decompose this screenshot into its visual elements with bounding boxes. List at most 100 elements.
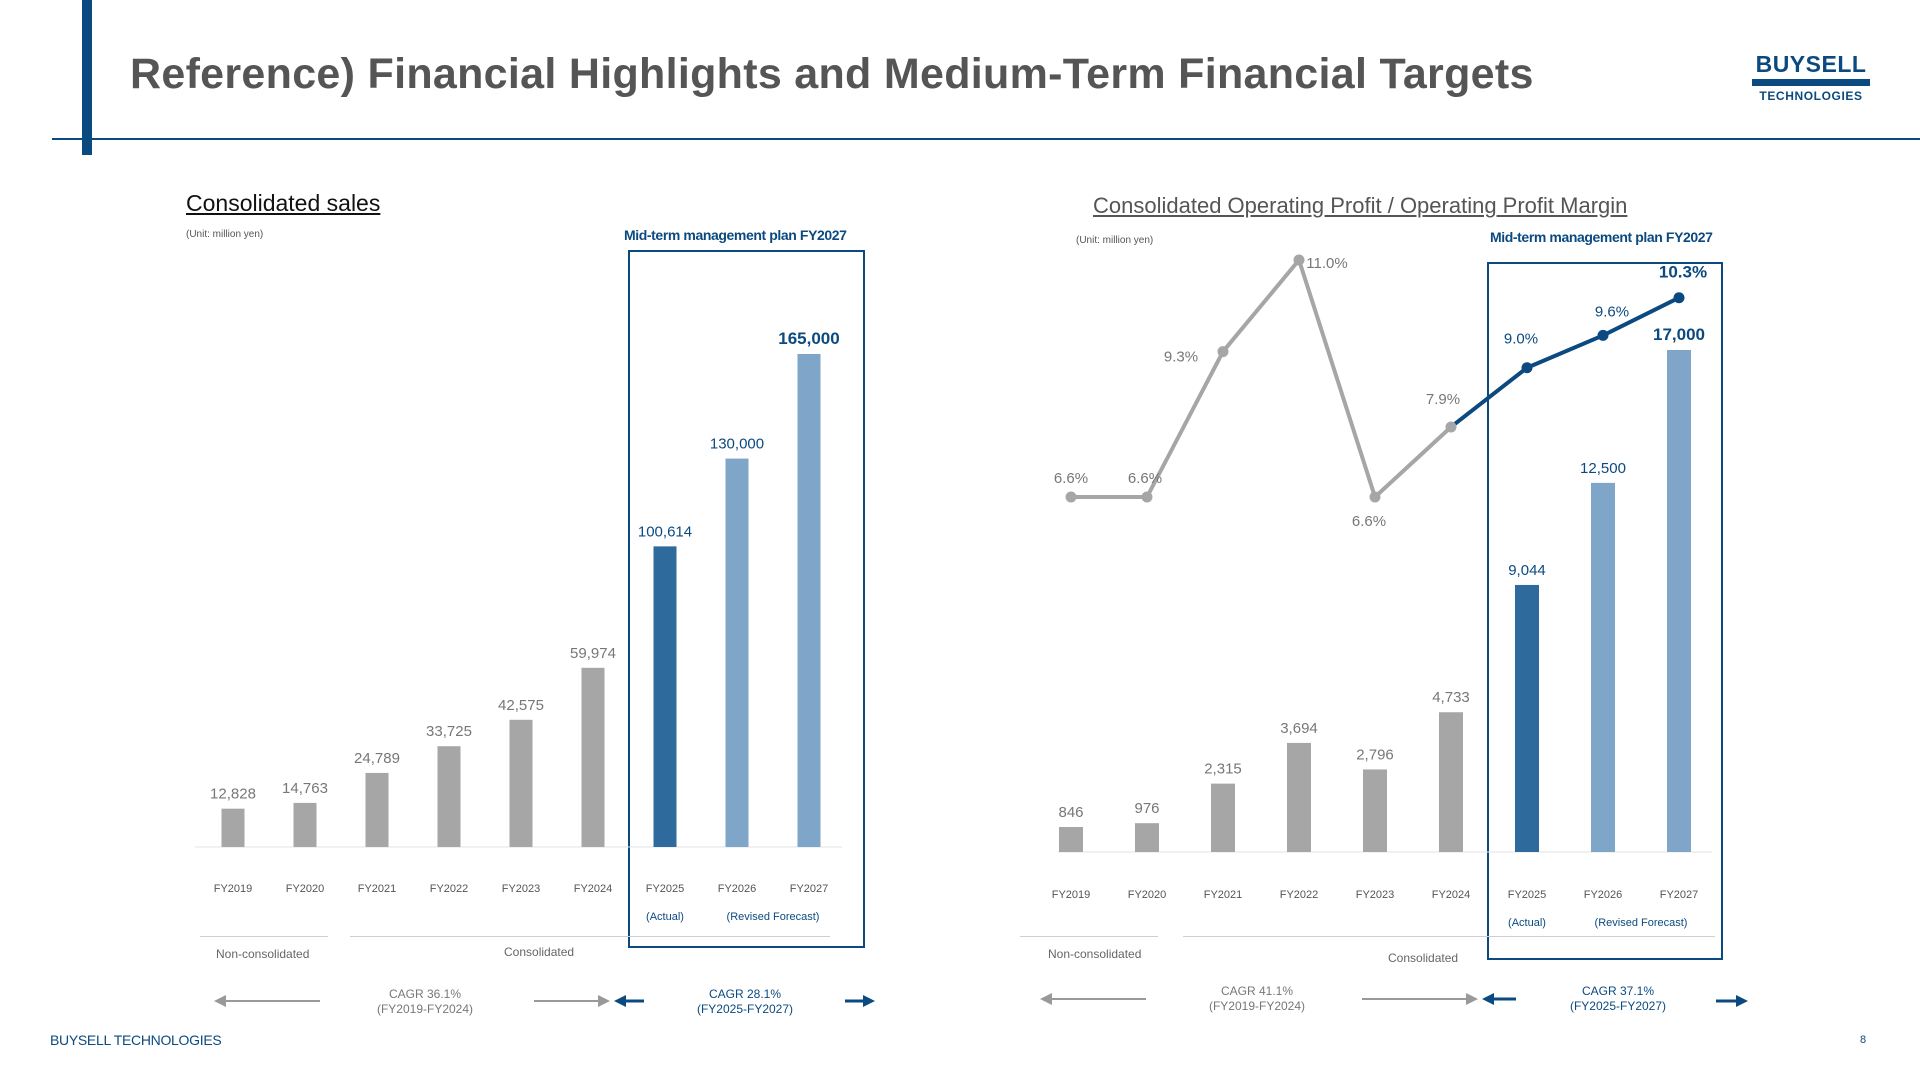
sales-value-label-fy2021: 24,789 — [354, 750, 400, 767]
logo-bottom-text: TECHNOLOGIES — [1759, 89, 1863, 103]
profit-bar-fy2027 — [1667, 350, 1691, 852]
sales-plan-box — [628, 250, 865, 948]
profit-cagr-plan-rate: CAGR 37.1% — [1581, 984, 1655, 998]
profit-cagr-plan: CAGR 37.1% (FY2025-FY2027) — [1548, 984, 1688, 1014]
profit-bar-fy2022 — [1287, 742, 1311, 852]
sales-category-label-fy2022: FY2022 — [430, 883, 469, 895]
sales-bar-fy2022 — [437, 746, 461, 847]
margin-value-label-fy2023: 6.6% — [1352, 513, 1386, 530]
profit-bar-fy2021 — [1211, 783, 1235, 852]
profit-plan-box — [1487, 262, 1723, 960]
sales-bar-fy2024 — [581, 667, 605, 847]
profit-cagr-past-rate: CAGR 41.1% — [1220, 984, 1294, 998]
sales-category-label-fy2020: FY2020 — [286, 883, 325, 895]
profit-bar-fy2020 — [1135, 823, 1159, 852]
profit-cagr-plan-right-arrow — [1716, 994, 1748, 1008]
sales-segment-nonconsolidated-line — [200, 936, 328, 937]
margin-point-fy2026 — [1597, 329, 1609, 341]
margin-value-label-fy2022: 11.0% — [1306, 255, 1347, 272]
header-divider — [52, 138, 1920, 140]
margin-point-fy2024 — [1445, 421, 1457, 433]
sales-plan-label: Mid-term management plan FY2027 — [624, 227, 847, 243]
company-logo: BUYSELL TECHNOLOGIES — [1752, 52, 1870, 103]
sales-value-label-fy2026: 130,000 — [710, 436, 764, 453]
margin-point-fy2019 — [1065, 491, 1077, 503]
sales-bar-fy2019 — [221, 808, 245, 847]
profit-value-label-fy2021: 2,315 — [1204, 761, 1242, 778]
profit-bar-fy2026 — [1591, 482, 1615, 852]
sales-category-label-fy2021: FY2021 — [358, 883, 397, 895]
profit-category-label-fy2027: FY2027 — [1660, 889, 1699, 901]
profit-segment-nonconsolidated: Non-consolidated — [1048, 947, 1142, 961]
sales-bar-fy2020 — [293, 802, 317, 847]
margin-value-label-fy2027: 10.3% — [1659, 263, 1707, 282]
sales-forecast-note: (Revised Forecast) — [727, 911, 820, 923]
logo-top-text: BUYSELL — [1755, 51, 1867, 77]
profit-bar-fy2019 — [1059, 827, 1083, 852]
sales-cagr-past-period: (FY2019-FY2024) — [376, 1002, 474, 1016]
sales-bar-fy2023 — [509, 719, 533, 847]
sales-bar-fy2026 — [725, 458, 749, 847]
page-title: Reference) Financial Highlights and Medi… — [130, 50, 1534, 98]
profit-category-label-fy2019: FY2019 — [1052, 889, 1091, 901]
sales-category-label-fy2023: FY2023 — [502, 883, 541, 895]
profit-category-label-fy2023: FY2023 — [1356, 889, 1395, 901]
margin-line-past — [1071, 258, 1453, 499]
profit-bar-fy2025 — [1515, 584, 1539, 852]
sales-segment-nonconsolidated: Non-consolidated — [216, 947, 310, 961]
sales-category-label-fy2024: FY2024 — [574, 883, 613, 895]
sales-category-label-fy2027: FY2027 — [790, 883, 829, 895]
margin-point-fy2027 — [1673, 292, 1685, 304]
profit-plan-label: Mid-term management plan FY2027 — [1490, 229, 1713, 245]
profit-category-label-fy2022: FY2022 — [1280, 889, 1319, 901]
sales-cagr-past-right-arrow — [534, 994, 610, 1008]
sales-value-label-fy2019: 12,828 — [210, 786, 256, 803]
profit-value-label-fy2025: 9,044 — [1508, 562, 1546, 579]
sales-segment-consolidated: Consolidated — [504, 945, 575, 959]
margin-value-label-fy2020: 6.6% — [1128, 470, 1162, 487]
sales-value-label-fy2023: 42,575 — [498, 697, 544, 714]
profit-cagr-past-period: (FY2019-FY2024) — [1208, 999, 1306, 1013]
profit-value-label-fy2020: 976 — [1134, 800, 1159, 817]
profit-value-label-fy2023: 2,796 — [1356, 746, 1394, 763]
sales-cagr-past: CAGR 36.1% (FY2019-FY2024) — [355, 987, 495, 1017]
margin-point-fy2025 — [1521, 362, 1533, 374]
sales-value-label-fy2025: 100,614 — [638, 523, 692, 540]
sales-value-label-fy2024: 59,974 — [570, 645, 616, 662]
profit-value-label-fy2022: 3,694 — [1280, 720, 1318, 737]
margin-line-plan — [1449, 295, 1680, 429]
sales-cagr-plan-left-arrow — [614, 994, 644, 1008]
margin-value-label-fy2025: 9.0% — [1504, 331, 1538, 348]
margin-value-label-fy2019: 6.6% — [1054, 470, 1088, 487]
profit-segment-consolidated-line — [1183, 936, 1715, 937]
sales-unit-note: (Unit: million yen) — [186, 229, 264, 240]
sales-cagr-plan: CAGR 28.1% (FY2025-FY2027) — [675, 987, 815, 1017]
sales-value-label-fy2022: 33,725 — [426, 723, 472, 740]
page-number: 8 — [1860, 1034, 1867, 1046]
margin-point-fy2022 — [1293, 254, 1305, 266]
margin-value-label-fy2021: 9.3% — [1164, 349, 1198, 366]
logo-divider — [1752, 79, 1870, 86]
profit-value-label-fy2027: 17,000 — [1653, 325, 1705, 344]
sales-bar-fy2027 — [797, 354, 821, 847]
sales-category-label-fy2026: FY2026 — [718, 883, 757, 895]
profit-cagr-past-left-arrow — [1040, 992, 1146, 1006]
profit-value-label-fy2019: 846 — [1058, 804, 1083, 821]
profit-unit-note: (Unit: million yen) — [1076, 235, 1154, 246]
sales-cagr-plan-rate: CAGR 28.1% — [708, 987, 782, 1001]
profit-cagr-plan-left-arrow — [1482, 992, 1516, 1006]
sales-bar-fy2021 — [365, 772, 389, 847]
margin-value-label-fy2024: 7.9% — [1426, 391, 1460, 408]
profit-value-label-fy2024: 4,733 — [1432, 689, 1470, 706]
sales-cagr-past-rate: CAGR 36.1% — [388, 987, 462, 1001]
sales-cagr-plan-right-arrow — [845, 994, 875, 1008]
profit-cagr-past: CAGR 41.1% (FY2019-FY2024) — [1187, 984, 1327, 1014]
profit-category-label-fy2021: FY2021 — [1204, 889, 1243, 901]
margin-point-fy2020 — [1141, 491, 1153, 503]
profit-category-label-fy2025: FY2025 — [1508, 889, 1547, 901]
sales-category-label-fy2025: FY2025 — [646, 883, 685, 895]
margin-point-fy2021 — [1217, 346, 1229, 358]
header-accent-bar — [82, 0, 92, 155]
sales-value-label-fy2027: 165,000 — [778, 329, 839, 348]
